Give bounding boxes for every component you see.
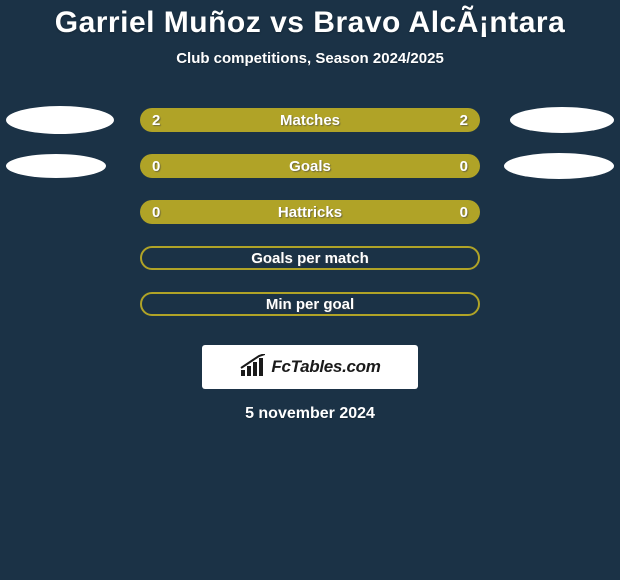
- logo-inner: FcTables.com: [239, 354, 380, 381]
- logo-text: FcTables.com: [271, 357, 380, 377]
- stats-rows: Matches 2 2 Goals 0 0 Hattricks 0 0 Goals per mat…: [0, 97, 620, 327]
- stat-bar: Goals 0 0: [140, 154, 480, 178]
- stat-label: Goals: [289, 158, 331, 175]
- right-ellipse: [504, 153, 614, 179]
- stat-left-value: 2: [152, 112, 160, 129]
- stat-right-value: 0: [460, 204, 468, 221]
- stat-right-value: 2: [460, 112, 468, 129]
- page-title: Garriel Muñoz vs Bravo AlcÃ¡ntara: [0, 0, 620, 40]
- stat-label: Goals per match: [251, 250, 369, 267]
- stat-label: Min per goal: [266, 296, 354, 313]
- page-subtitle: Club competitions, Season 2024/2025: [0, 50, 620, 67]
- stat-label: Matches: [280, 112, 340, 129]
- left-ellipse: [6, 154, 106, 178]
- stat-left-value: 0: [152, 158, 160, 175]
- stat-label: Hattricks: [278, 204, 342, 221]
- left-ellipse: [6, 106, 114, 134]
- date-text: 5 november 2024: [0, 405, 620, 423]
- stat-bar: Matches 2 2: [140, 108, 480, 132]
- stat-row: Hattricks 0 0: [0, 189, 620, 235]
- stat-bar: Hattricks 0 0: [140, 200, 480, 224]
- stat-left-value: 0: [152, 204, 160, 221]
- stat-right-value: 0: [460, 158, 468, 175]
- stat-bar: Goals per match: [140, 246, 480, 270]
- stat-bar: Min per goal: [140, 292, 480, 316]
- logo-box: FcTables.com: [202, 345, 418, 389]
- stat-row: Min per goal: [0, 281, 620, 327]
- bar-chart-icon: [239, 354, 265, 381]
- stat-row: Goals 0 0: [0, 143, 620, 189]
- right-ellipse: [510, 107, 614, 133]
- stat-row: Goals per match: [0, 235, 620, 281]
- stat-row: Matches 2 2: [0, 97, 620, 143]
- comparison-infographic: Garriel Muñoz vs Bravo AlcÃ¡ntara Club c…: [0, 0, 620, 580]
